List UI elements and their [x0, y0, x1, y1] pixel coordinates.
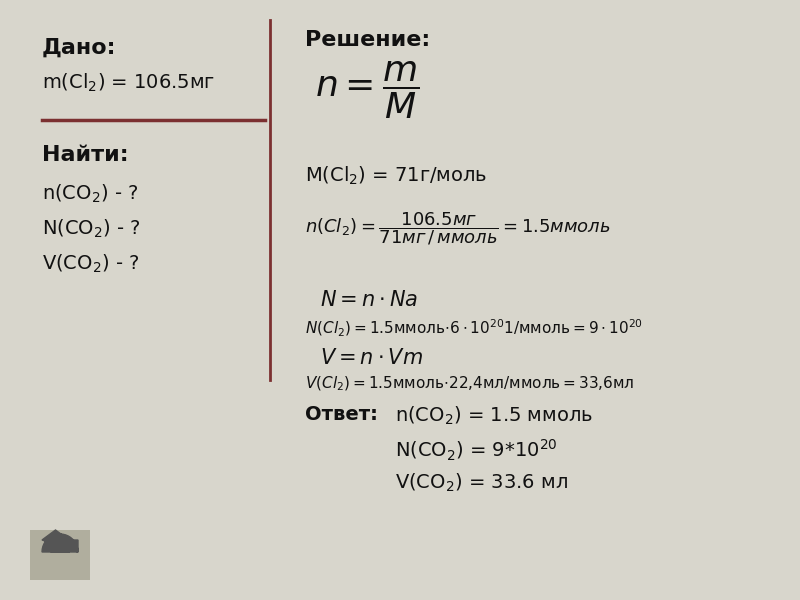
- Text: Найти:: Найти:: [42, 145, 129, 165]
- Text: V(CO$_2$) = 33.6 мл: V(CO$_2$) = 33.6 мл: [395, 472, 568, 494]
- Text: $\mathit{n} = \dfrac{\mathit{m}}{\mathit{M}}$: $\mathit{n} = \dfrac{\mathit{m}}{\mathit…: [315, 60, 419, 121]
- Text: N(CO$_2$) = 9*10$^{20}$: N(CO$_2$) = 9*10$^{20}$: [395, 438, 558, 463]
- Text: $\mathit{N(Cl_2) = 1.5}$ммоль$\mathit{\cdot 6 \cdot 10^{20}}$1/ммоль$\mathit{ = : $\mathit{N(Cl_2) = 1.5}$ммоль$\mathit{\c…: [305, 318, 643, 339]
- Text: Дано:: Дано:: [42, 38, 117, 58]
- Text: n(CO$_2$) - ?: n(CO$_2$) - ?: [42, 183, 138, 205]
- Text: $\mathit{N = n \cdot Na}$: $\mathit{N = n \cdot Na}$: [320, 290, 418, 310]
- Text: N(CO$_2$) - ?: N(CO$_2$) - ?: [42, 218, 141, 240]
- Polygon shape: [42, 530, 78, 552]
- Text: n(CO$_2$) = 1.5 ммоль: n(CO$_2$) = 1.5 ммоль: [395, 405, 593, 427]
- Text: Ответ:: Ответ:: [305, 405, 378, 424]
- Text: V(CO$_2$) - ?: V(CO$_2$) - ?: [42, 253, 139, 275]
- Text: $\mathit{n}(\mathit{Cl}_2) = \dfrac{106.5\mathit{мг}}{71\mathit{мг}\,/\,\mathit{: $\mathit{n}(\mathit{Cl}_2) = \dfrac{106.…: [305, 210, 610, 247]
- Text: $\mathit{V = n \cdot Vm}$: $\mathit{V = n \cdot Vm}$: [320, 348, 423, 368]
- Text: m(Cl$_2$) = 106.5мг: m(Cl$_2$) = 106.5мг: [42, 72, 215, 94]
- Text: Решение:: Решение:: [305, 30, 430, 50]
- FancyBboxPatch shape: [30, 530, 90, 580]
- Text: $\mathit{V(Cl_2) = 1.5}$ммоль$\mathit{\cdot 22{,}4}$мл/ммоль$\mathit{ = 33{,}6}$: $\mathit{V(Cl_2) = 1.5}$ммоль$\mathit{\c…: [305, 375, 634, 394]
- Text: M(Cl$_2$) = 71г/моль: M(Cl$_2$) = 71г/моль: [305, 165, 487, 187]
